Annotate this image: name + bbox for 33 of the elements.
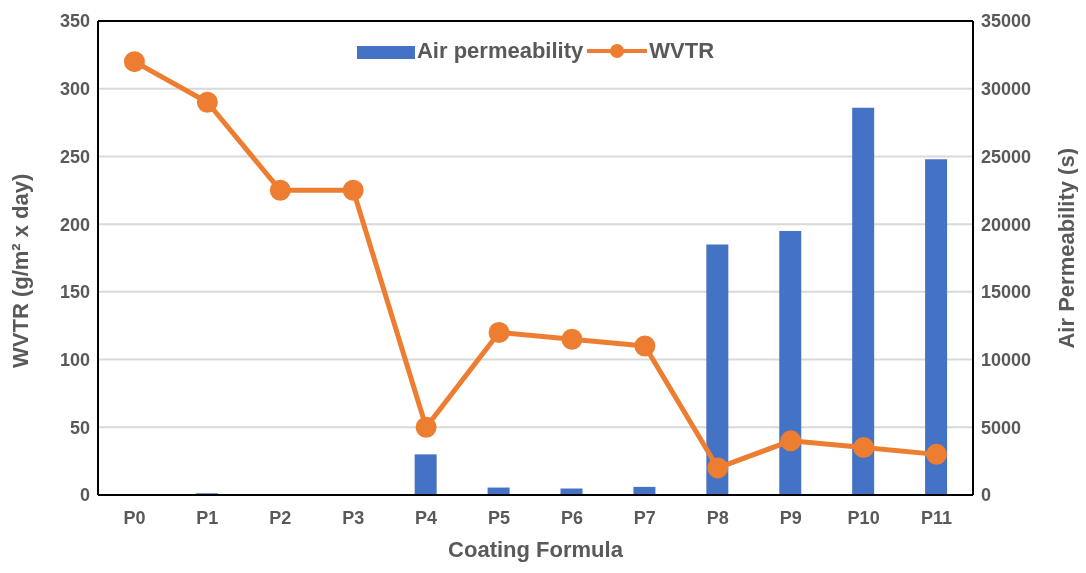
- x-tick-label: P0: [123, 507, 146, 528]
- x-tick-label: P1: [196, 507, 219, 528]
- x-tick-label: P10: [847, 507, 880, 528]
- x-tick-label: P9: [779, 507, 802, 528]
- y2-tick-label: 25000: [981, 146, 1032, 167]
- y-tick-label: 250: [59, 146, 90, 167]
- y-tick-label: 0: [79, 485, 90, 506]
- x-axis-title: Coating Formula: [448, 537, 624, 562]
- y2-tick-label: 35000: [981, 11, 1032, 32]
- y-tick-label: 300: [59, 79, 90, 100]
- legend-label: WVTR: [649, 38, 715, 64]
- x-tick-label: P3: [342, 507, 365, 528]
- y-tick-label: 100: [59, 349, 90, 370]
- y2-tick-label: 5000: [981, 417, 1022, 438]
- x-tick-label: P5: [488, 507, 511, 528]
- y2-tick-label: 30000: [981, 79, 1032, 100]
- y-tick-label: 50: [69, 417, 90, 438]
- y-tick-label: 350: [59, 11, 90, 32]
- y2-tick-label: 10000: [981, 349, 1032, 370]
- x-tick-label: P4: [415, 507, 438, 528]
- x-tick-label: P8: [706, 507, 729, 528]
- x-tick-label: P2: [269, 507, 292, 528]
- y-axis-title: WVTR (g/m² x day): [7, 173, 33, 368]
- x-tick-label: P11: [921, 507, 953, 528]
- y2-tick-label: 15000: [981, 282, 1032, 303]
- legend-label: Air permeability: [416, 38, 584, 64]
- y2-tick-label: 20000: [981, 214, 1032, 235]
- y-tick-label: 200: [59, 214, 90, 235]
- x-tick-label: P6: [560, 507, 583, 528]
- x-tick-label: P7: [633, 507, 656, 528]
- y2-axis-title: Air Permeability (s): [1053, 148, 1079, 349]
- y2-tick-label: 0: [981, 485, 992, 506]
- y-tick-label: 150: [59, 282, 90, 303]
